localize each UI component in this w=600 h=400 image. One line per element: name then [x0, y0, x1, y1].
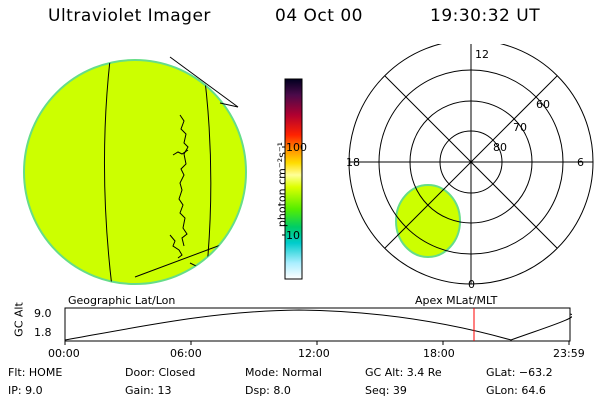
glon-info: GLon: 64.6: [486, 384, 546, 397]
mlt-line-diagonal: [384, 75, 558, 249]
x-tick-label: 18:00: [423, 347, 455, 360]
date-label: 04 Oct 00: [275, 6, 363, 26]
meridian-line: [103, 60, 113, 284]
altitude-axis-label: GC Alt: [12, 302, 26, 337]
mlt-label-18: 18: [346, 156, 360, 169]
coastline: [178, 114, 189, 247]
auroral-oval-patch: [395, 184, 461, 258]
altitude-curve: [64, 309, 572, 341]
ip-info: IP: 9.0: [8, 384, 43, 397]
altitude-plot: [64, 307, 572, 345]
mlt-label-12: 12: [475, 48, 489, 61]
colorbar-tick-100: 100: [286, 141, 307, 154]
instrument-title: Ultraviolet Imager: [48, 6, 211, 26]
gain-info: Gain: 13: [125, 384, 172, 397]
altitude-plot-frame: [64, 307, 571, 342]
colorbar-unit-label: photon cm⁻²s⁻¹: [275, 141, 289, 228]
colorbar-scale: [284, 78, 303, 280]
globe-disk: [23, 59, 247, 285]
mode-info: Mode: Normal: [245, 366, 322, 379]
time-label: 19:30:32 UT: [430, 6, 541, 26]
geographic-globe-image: [23, 56, 247, 285]
x-tick-label: 12:00: [298, 347, 330, 360]
lat-label-70: 70: [513, 121, 527, 134]
lat-label-80: 80: [493, 141, 507, 154]
glat-info: GLat: −63.2: [486, 366, 553, 379]
altitude-min-label: 1.8: [34, 326, 52, 339]
mlt-label-6: 6: [577, 156, 584, 169]
colorbar-tick-10: 10: [286, 229, 300, 242]
mlt-label-0: 0: [468, 278, 475, 291]
x-tick-label: 23:59: [553, 347, 585, 360]
gc-alt-info: GC Alt: 3.4 Re: [365, 366, 442, 379]
flight-info: Flt: HOME: [8, 366, 63, 379]
coastline: [169, 234, 183, 259]
x-tick-label: 00:00: [48, 347, 80, 360]
x-tick-label: 06:00: [170, 347, 202, 360]
coastline: [172, 149, 189, 156]
polar-plot: [348, 44, 594, 285]
geographic-panel-label: Geographic Lat/Lon: [68, 294, 176, 307]
apex-panel-label: Apex MLat/MLT: [415, 294, 498, 307]
dsp-info: Dsp: 8.0: [245, 384, 291, 397]
door-info: Door: Closed: [125, 366, 196, 379]
seq-info: Seq: 39: [365, 384, 407, 397]
lat-label-60: 60: [536, 98, 550, 111]
colorbar: [282, 78, 303, 280]
altitude-max-label: 9.0: [34, 307, 52, 320]
